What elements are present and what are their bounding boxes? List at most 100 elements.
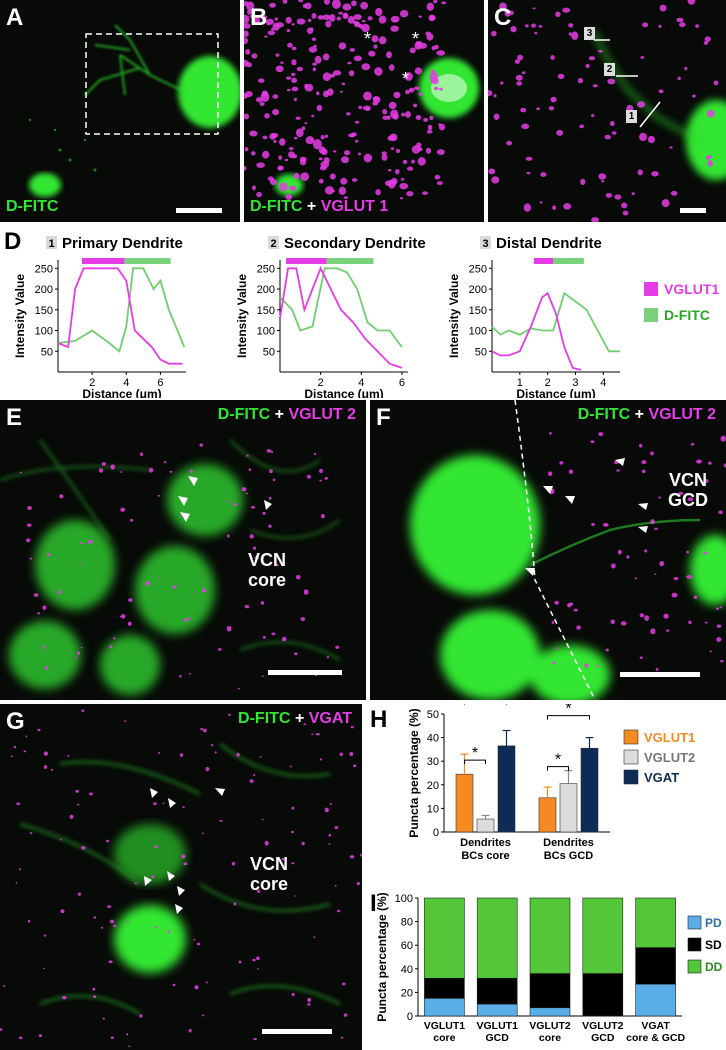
puncta-dot [167, 929, 171, 934]
puncta-dot [180, 514, 183, 517]
puncta-dot [686, 550, 690, 554]
puncta-dot [439, 87, 444, 91]
y-tick-label: 250 [257, 263, 275, 275]
puncta-dot [106, 839, 110, 843]
panel-b-image: * * * [244, 0, 479, 201]
dendrite-tree [84, 24, 186, 96]
x-tick-label: 1 [517, 377, 523, 389]
puncta-dot [360, 1, 369, 10]
puncta-dot [269, 2, 276, 8]
puncta-dot [275, 563, 279, 567]
y-tick-label: 100 [257, 326, 275, 338]
puncta-dot [181, 854, 186, 859]
puncta-dot [257, 968, 259, 970]
puncta-dot [307, 997, 312, 1003]
stain-magenta: VGAT [308, 710, 352, 727]
significance-bracket [464, 759, 486, 765]
puncta-dot [43, 765, 48, 769]
puncta-dot [658, 496, 661, 499]
puncta-dot [249, 779, 254, 783]
zoom-box [85, 33, 219, 135]
puncta-dot [621, 202, 628, 209]
puncta-dot [244, 23, 251, 29]
marker-3: 3 [584, 27, 595, 40]
puncta-dot [37, 612, 41, 615]
puncta-dot [525, 24, 529, 28]
legend-swatch [623, 769, 639, 785]
puncta-dot [295, 128, 304, 138]
y-axis-label: Puncta percentage (%) [375, 892, 389, 1021]
puncta-dot [244, 30, 249, 38]
puncta-dot [291, 862, 295, 865]
vglut1-extent-bar [533, 258, 554, 264]
puncta-dot [69, 814, 74, 820]
puncta-dot [259, 756, 262, 758]
puncta-dot [266, 449, 272, 453]
puncta-dot [288, 185, 297, 191]
puncta-dot [718, 510, 723, 515]
asterisk-marker: * [412, 29, 419, 49]
puncta-dot [605, 192, 612, 198]
panel-letter: D [4, 228, 22, 255]
puncta-dot [719, 659, 724, 663]
puncta-dot [264, 35, 268, 38]
puncta-dot [692, 94, 696, 98]
plot-number-box [480, 236, 491, 249]
puncta-dot [602, 522, 609, 527]
puncta-dot [556, 129, 564, 136]
x-tick-label: 2 [89, 377, 95, 389]
plus-sign: + [634, 406, 644, 423]
category-label: VGLUT2 [529, 1020, 571, 1032]
dfitc-extent-bar [326, 258, 374, 264]
puncta-dot [194, 985, 199, 990]
puncta-dot [188, 1028, 192, 1033]
puncta-dot [610, 619, 615, 625]
puncta-dot [281, 857, 285, 861]
puncta-dot [158, 575, 161, 578]
puncta-dot [526, 171, 531, 175]
dfitc-extent-bar [124, 258, 171, 264]
puncta-dot [291, 72, 296, 77]
puncta-dot [301, 126, 306, 131]
puncta-dot [349, 751, 354, 757]
category-label: core & GCD [626, 1032, 685, 1044]
puncta-dot [328, 833, 332, 837]
legend-label: VGLUT1 [644, 730, 695, 745]
puncta-dot [677, 76, 681, 81]
puncta-dot [79, 563, 82, 566]
puncta-dot [300, 172, 310, 181]
puncta-dot [317, 15, 325, 20]
significance-marker: * [472, 745, 478, 762]
vglut1-extent-bar [286, 258, 327, 264]
puncta-dot [13, 745, 17, 749]
puncta-dot [548, 106, 555, 111]
puncta-dot [252, 958, 256, 962]
puncta-dot [493, 94, 497, 98]
puncta-dot [396, 148, 401, 154]
puncta-dot [128, 1045, 131, 1048]
puncta-dot [153, 802, 157, 806]
puncta-dot [172, 585, 177, 589]
puncta-dot [576, 625, 581, 630]
puncta-dot [720, 435, 726, 442]
puncta-dot [158, 751, 161, 754]
puncta-dot [719, 606, 723, 609]
speckle-dots [28, 118, 97, 172]
puncta-dot [571, 31, 579, 40]
puncta-dot [294, 895, 297, 897]
puncta-dot [245, 492, 249, 495]
puncta-dot [124, 720, 127, 723]
puncta-dot [18, 1036, 23, 1040]
puncta-dot [704, 621, 708, 624]
puncta-dot [244, 113, 250, 120]
puncta-dot [690, 442, 695, 446]
puncta-dot [418, 92, 424, 96]
puncta-dot [387, 179, 396, 189]
puncta-dot [686, 574, 693, 579]
puncta-dot [110, 1036, 114, 1040]
legend-swatch-dfitc [644, 308, 658, 322]
significance-bracket [547, 715, 590, 720]
puncta-dot [639, 656, 643, 659]
puncta-dot [650, 628, 656, 635]
puncta-dot [343, 1013, 348, 1017]
